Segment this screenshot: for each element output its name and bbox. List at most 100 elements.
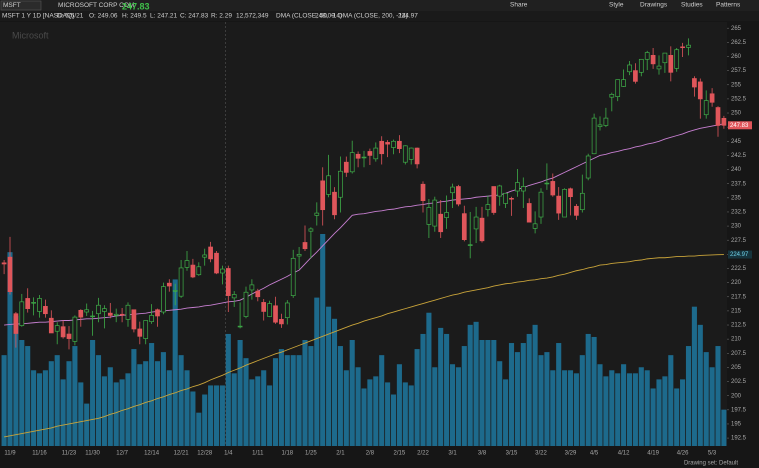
- candle-body: [19, 301, 25, 326]
- volume-bar: [379, 355, 385, 446]
- symbol-box[interactable]: [0, 0, 42, 11]
- volume-bar: [125, 373, 131, 446]
- volume-bar: [184, 370, 190, 446]
- candle-body: [231, 294, 237, 299]
- date-axis: [0, 446, 759, 468]
- y-tick-label: 265: [731, 26, 742, 32]
- x-tick-label: 3/29: [565, 451, 577, 457]
- company: MICROSOFT CORP COM: [58, 2, 134, 9]
- volume-bar: [562, 370, 568, 446]
- symbol[interactable]: MSFT: [3, 2, 21, 9]
- volume-bar: [709, 367, 715, 446]
- candle-body: [96, 304, 101, 315]
- study-label: DMA (CLOSE, 200, -14): [338, 13, 408, 20]
- volume-bar: [479, 340, 485, 446]
- candle-body: [574, 205, 579, 216]
- volume-bar: [567, 370, 574, 446]
- x-tick-label: 1/18: [281, 451, 293, 457]
- candle-body: [60, 326, 66, 338]
- candle-body: [385, 142, 390, 145]
- candle-body: [615, 79, 621, 97]
- volume-bar: [231, 373, 237, 446]
- volume-bar: [591, 336, 597, 446]
- candle-body: [237, 325, 243, 328]
- volume-bar: [573, 373, 579, 446]
- x-tick-label: 12/28: [197, 451, 213, 457]
- candle-body: [343, 161, 349, 173]
- volume-bar: [31, 370, 37, 446]
- candle-body: [308, 228, 314, 232]
- candle-body: [680, 46, 685, 49]
- candle-body: [668, 55, 674, 73]
- candle-body: [107, 312, 113, 316]
- candle-body: [467, 244, 473, 246]
- y-tick-label: 257.5: [731, 68, 747, 74]
- y-tick-label: 227.5: [731, 238, 747, 244]
- candle-body: [113, 313, 119, 316]
- volume-bar: [60, 379, 66, 446]
- volume-bar: [632, 373, 638, 446]
- y-tick-label: 260: [731, 54, 742, 60]
- candle-body: [597, 124, 603, 127]
- candle-body: [178, 267, 184, 297]
- volume-bar: [438, 327, 444, 446]
- volume-bar: [621, 364, 627, 446]
- toolbar-button[interactable]: Style: [609, 2, 624, 9]
- volume-bar: [361, 388, 367, 446]
- volume-bar: [7, 252, 13, 446]
- volume-bar: [626, 373, 633, 446]
- info-close: C: 247.83: [180, 13, 209, 20]
- x-tick-label: 2/8: [366, 451, 375, 457]
- candle-body: [290, 257, 296, 296]
- y-tick-label: 212.5: [731, 323, 747, 329]
- y-tick-label: 232.5: [731, 210, 747, 216]
- candle-body: [709, 93, 715, 103]
- volume-bar: [25, 346, 31, 446]
- candle-body: [621, 79, 626, 87]
- volume-bar: [255, 376, 261, 446]
- volume-bar: [579, 355, 585, 446]
- toolbar-button[interactable]: Studies: [681, 2, 703, 9]
- candle-body: [603, 117, 609, 126]
- y-tick-label: 250: [731, 111, 742, 117]
- candle-body: [591, 117, 597, 155]
- volume-bar: [284, 355, 290, 446]
- toolbar-button[interactable]: Patterns: [716, 2, 741, 9]
- toolbar-button[interactable]: Share: [510, 2, 528, 9]
- candle-body: [190, 264, 196, 278]
- y-tick-label: 235: [731, 195, 742, 201]
- candle-body: [1, 262, 7, 265]
- study-label: DMA (CLOSE, 50, -14): [276, 13, 342, 20]
- volume-bar: [455, 367, 461, 446]
- volume-bar: [337, 346, 343, 446]
- candle-body: [7, 256, 13, 293]
- moving-average-line: [4, 254, 724, 438]
- volume-bar: [385, 382, 391, 446]
- volume-bar: [609, 370, 615, 446]
- volume-bar: [526, 333, 532, 446]
- last-price: 247.83: [122, 1, 150, 11]
- study-value: 248.09: [315, 13, 335, 20]
- volume-bar: [485, 340, 491, 446]
- volume-bar: [326, 306, 332, 446]
- candle-body: [414, 147, 420, 165]
- x-tick-label: 11/16: [32, 451, 47, 457]
- candle-body: [526, 203, 532, 223]
- toolbar-button[interactable]: Drawings: [640, 2, 668, 9]
- candle-body: [715, 107, 721, 126]
- volume-bar: [19, 340, 25, 446]
- y-tick-label: 255: [731, 82, 742, 88]
- candle-body: [125, 304, 131, 320]
- candle-body: [674, 49, 680, 69]
- candle-body: [408, 147, 414, 160]
- candle-body: [349, 152, 355, 173]
- volume-bar: [131, 349, 137, 446]
- candle-body: [202, 254, 208, 258]
- y-tick-label: 197.5: [731, 407, 747, 413]
- x-tick-label: 12/14: [144, 451, 160, 457]
- volume-bar: [1, 355, 7, 446]
- volume-bar: [119, 379, 125, 446]
- x-tick-label: 3/15: [506, 451, 518, 457]
- volume-bar: [90, 340, 96, 446]
- volume-bar: [272, 358, 279, 446]
